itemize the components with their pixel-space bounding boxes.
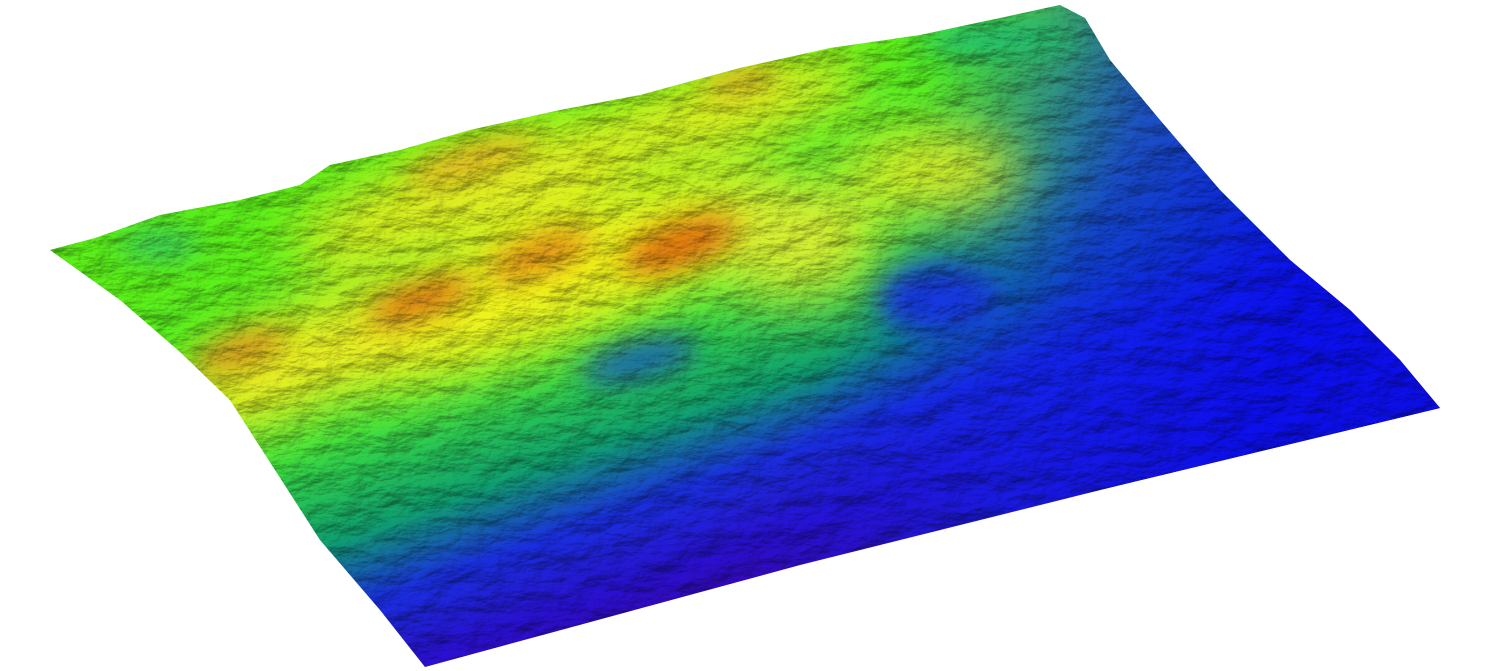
terrain-surface	[50, 5, 1440, 667]
terrain-view	[50, 5, 1440, 667]
